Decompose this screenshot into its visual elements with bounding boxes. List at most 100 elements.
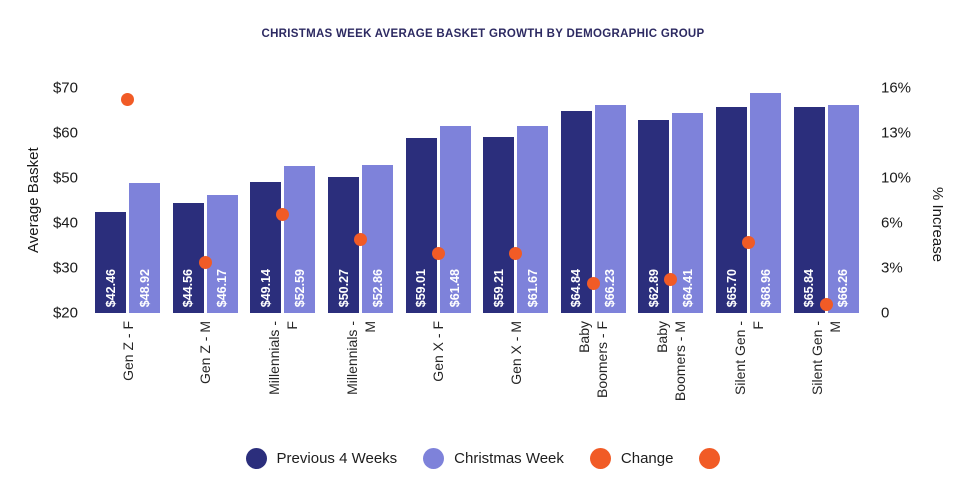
plot-area: $42.46 $48.92 $44.56 $46.17 $49.14 $52.59 $50.… — [89, 88, 865, 313]
bar-group: $64.84 $66.23 — [555, 88, 633, 313]
x-axis-tick-label: Millennials -F — [244, 321, 322, 395]
y-axis-tick-right: 13% — [881, 124, 912, 142]
legend: Previous 4 Weeks Christmas Week Change — [0, 448, 966, 469]
bar-value-label: $44.56 — [181, 268, 196, 307]
bar-group: $50.27 $52.86 — [322, 88, 400, 313]
bar-value-label: $64.41 — [680, 268, 695, 307]
bar-group: $65.84 $66.26 — [787, 88, 865, 313]
bar-value-label: $65.84 — [801, 268, 816, 307]
bar-value-label: $49.14 — [258, 268, 273, 307]
change-dot — [354, 233, 368, 247]
change-dot — [431, 247, 445, 261]
x-axis-tick-line: Baby — [576, 321, 593, 353]
x-axis-tick-line: Millennials - — [265, 321, 282, 395]
change-dot — [742, 236, 756, 250]
bar-christmas-week: $48.92 — [129, 182, 161, 313]
bar-group: $59.01 $61.48 — [399, 88, 477, 313]
bar-group: $65.70 $68.96 — [710, 88, 788, 313]
bar-value-label: $52.86 — [370, 268, 385, 307]
bar-previous-4-weeks: $59.01 — [405, 137, 437, 313]
bar-value-label: $59.21 — [491, 268, 506, 307]
bar-christmas-week: $64.41 — [672, 113, 704, 313]
bar-previous-4-weeks: $65.84 — [793, 106, 825, 313]
y-axis-tick-right: 16% — [881, 79, 912, 97]
bar-previous-4-weeks: $64.84 — [560, 111, 592, 313]
change-dot — [276, 208, 290, 222]
y-axis-tick-left: $40 — [52, 214, 78, 232]
x-axis-tick-label: Gen X - F — [399, 321, 477, 382]
bar-previous-4-weeks: $49.14 — [250, 181, 282, 313]
bar-value-label: $62.89 — [646, 268, 661, 307]
legend-swatch-icon — [589, 448, 611, 469]
y-axis-tick-left: $60 — [52, 124, 78, 142]
bar-value-label: $61.48 — [447, 268, 462, 307]
x-axis-tick-label: Gen X - M — [477, 321, 555, 385]
bar-value-label: $61.67 — [525, 268, 540, 307]
x-axis-tick-line: M — [827, 321, 844, 333]
x-axis-tick-line: Gen Z - M — [197, 321, 214, 385]
bar-previous-4-weeks: $59.21 — [483, 136, 515, 313]
bar-group: $42.46 $48.92 — [89, 88, 167, 313]
bar-group: $59.21 $61.67 — [477, 88, 555, 313]
x-axis-tick-label: Baby Boomers - F — [555, 321, 633, 398]
y-axis-tick-left: $20 — [52, 304, 78, 322]
x-axis-tick-line: Silent Gen - — [731, 321, 748, 395]
x-axis-tick-label: Gen Z - F — [89, 321, 167, 381]
bar-previous-4-weeks: $44.56 — [172, 202, 204, 313]
bar-previous-4-weeks: $62.89 — [638, 120, 670, 313]
x-axis-tick-label: Gen Z - M — [167, 321, 245, 384]
legend-swatch-icon — [423, 448, 445, 469]
x-axis-tick-line: Gen X - M — [507, 321, 524, 385]
x-axis-tick-line: Baby — [653, 321, 670, 353]
y-axis-tick-left: $50 — [52, 169, 78, 187]
bar-christmas-week: $66.26 — [827, 104, 859, 313]
bar-value-label: $52.59 — [292, 268, 307, 307]
bar-value-label: $65.70 — [724, 268, 739, 307]
bar-value-label: $48.92 — [137, 268, 152, 307]
change-dot — [509, 247, 523, 261]
legend-item — [699, 448, 721, 469]
x-axis-tick-line: Boomers - M — [671, 321, 688, 402]
chart-title: CHRISTMAS WEEK AVERAGE BASKET GROWTH BY … — [261, 28, 705, 40]
y-axis-tick-right: 6% — [881, 214, 903, 232]
x-axis-tick-line: F — [749, 321, 766, 330]
bar-value-label: $68.96 — [758, 268, 773, 307]
x-axis-tick-line: Gen X - F — [430, 321, 447, 382]
change-dot — [586, 277, 600, 290]
y-axis-tick-right: 0 — [881, 304, 890, 322]
legend-label: Christmas Week — [454, 450, 564, 467]
bar-value-label: $42.46 — [103, 268, 118, 307]
bar-group: $44.56 $46.17 — [167, 88, 245, 313]
change-dot — [819, 298, 833, 312]
x-axis-tick-line: Silent Gen - — [809, 321, 826, 395]
bar-previous-4-weeks: $42.46 — [95, 211, 127, 313]
x-axis-ticks: Gen Z - F Gen Z - M Millennials - F Millenni… — [89, 321, 865, 441]
bar-value-label: $59.01 — [413, 268, 428, 307]
y-axis-tick-right: 3% — [881, 259, 903, 277]
bar-christmas-week: $61.67 — [517, 125, 549, 313]
bar-value-label: $66.26 — [835, 268, 850, 307]
x-axis-tick-label: Silent Gen -F — [710, 321, 788, 395]
bar-christmas-week: $68.96 — [750, 92, 782, 313]
x-axis-tick-line: M — [361, 321, 378, 333]
y-axis-ticks-right: 16% 13% 10% 6% 3% 0 — [873, 80, 943, 322]
legend-swatch-icon — [245, 448, 267, 469]
bar-group: $62.89 $64.41 — [632, 88, 710, 313]
bar-previous-4-weeks: $65.70 — [716, 107, 748, 313]
bar-value-label: $66.23 — [603, 268, 618, 307]
bar-christmas-week: $52.59 — [284, 166, 316, 313]
legend-label: Change — [620, 450, 674, 467]
y-axis-tick-right: 10% — [881, 169, 912, 187]
x-axis-tick-label: Baby Boomers - M — [632, 321, 710, 401]
legend-label: Previous 4 Weeks — [276, 450, 398, 467]
bar-value-label: $64.84 — [569, 268, 584, 307]
change-dot — [664, 272, 678, 286]
bar-value-label: $46.17 — [215, 268, 230, 307]
bar-christmas-week: $46.17 — [206, 195, 238, 313]
bar-group: $49.14 $52.59 — [244, 88, 322, 313]
legend-swatch-icon — [699, 448, 721, 469]
x-axis-tick-line: F — [283, 321, 300, 330]
bar-christmas-week: $61.48 — [439, 126, 471, 313]
x-axis-tick-line: Millennials - — [343, 321, 360, 395]
